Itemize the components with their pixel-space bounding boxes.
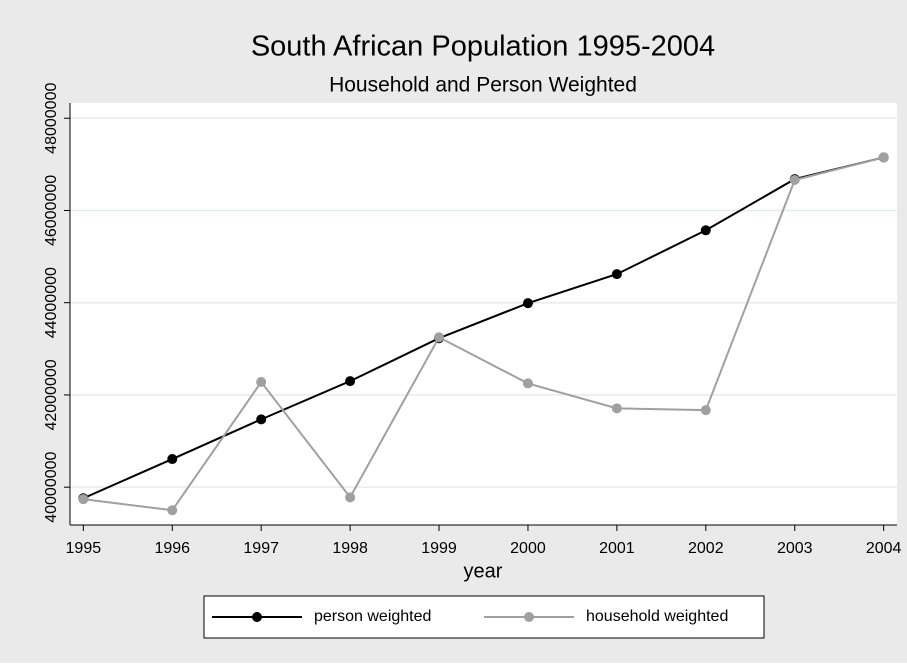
point: [522, 298, 533, 309]
point: [522, 378, 533, 389]
x-tick-label: 1998: [332, 540, 368, 557]
point: [700, 225, 711, 236]
legend-label: household weighted: [586, 608, 728, 625]
point: [345, 376, 356, 387]
x-axis-label: year: [464, 560, 503, 582]
y-tick-label: 48000000: [43, 83, 60, 154]
chart-title: South African Population 1995-2004: [251, 31, 715, 63]
x-tick-label: 2002: [688, 540, 724, 557]
point: [611, 403, 622, 414]
legend-marker: [524, 612, 534, 622]
x-tick-label: 2003: [777, 540, 813, 557]
y-tick-label: 40000000: [43, 451, 60, 522]
x-tick-label: 1999: [421, 540, 457, 557]
point: [700, 405, 711, 416]
chart-subtitle: Household and Person Weighted: [329, 74, 637, 97]
legend-marker: [252, 612, 262, 622]
plot-area: [70, 103, 897, 525]
x-tick-label: 1997: [243, 540, 279, 557]
point: [78, 494, 89, 505]
point: [167, 505, 178, 516]
y-tick-label: 44000000: [43, 267, 60, 338]
x-tick-label: 2001: [599, 540, 635, 557]
legend-label: person weighted: [314, 608, 431, 625]
point: [167, 454, 178, 465]
point: [434, 332, 445, 343]
point: [256, 414, 267, 425]
point: [789, 175, 800, 186]
x-tick-label: 2004: [866, 540, 902, 557]
series-line: [83, 156, 884, 512]
x-tick-label: 1996: [154, 540, 190, 557]
point: [878, 152, 889, 163]
series-line: [82, 156, 884, 500]
y-tick-label: 46000000: [43, 175, 60, 246]
y-tick-label: 42000000: [43, 359, 60, 430]
point: [256, 377, 267, 388]
x-tick-label: 2000: [510, 540, 546, 557]
point: [345, 492, 356, 503]
x-tick-label: 1995: [66, 540, 102, 557]
point: [611, 269, 622, 280]
